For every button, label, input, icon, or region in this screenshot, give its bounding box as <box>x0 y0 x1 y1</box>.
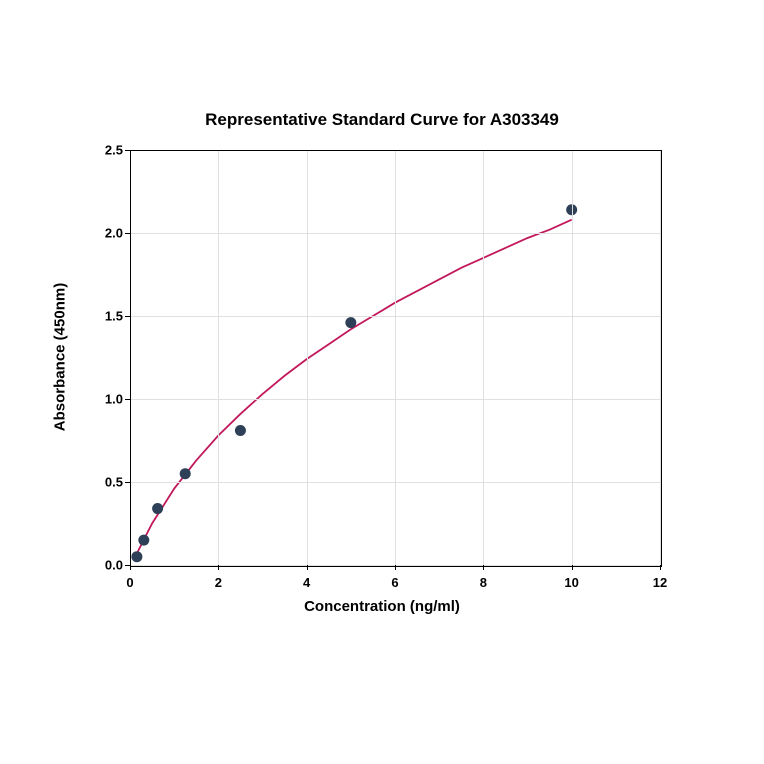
fitted-curve <box>137 220 572 554</box>
xtick-mark <box>483 565 484 570</box>
xtick-mark <box>572 565 573 570</box>
ytick-mark <box>125 482 130 483</box>
grid-line-horizontal <box>130 316 660 317</box>
xtick-label: 10 <box>564 575 578 590</box>
xtick-mark <box>130 565 131 570</box>
xtick-mark <box>395 565 396 570</box>
grid-line-vertical <box>130 150 131 565</box>
grid-line-vertical <box>307 150 308 565</box>
ytick-label: 1.5 <box>98 309 123 324</box>
data-point <box>131 551 142 562</box>
xtick-label: 4 <box>303 575 310 590</box>
ytick-mark <box>125 565 130 566</box>
data-point <box>345 317 356 328</box>
data-point <box>152 503 163 514</box>
chart-container: Representative Standard Curve for A30334… <box>0 0 764 764</box>
ytick-mark <box>125 150 130 151</box>
y-axis-label: Absorbance (450nm) <box>52 283 69 431</box>
xtick-label: 8 <box>480 575 487 590</box>
grid-line-vertical <box>218 150 219 565</box>
ytick-mark <box>125 233 130 234</box>
ytick-label: 1.0 <box>98 392 123 407</box>
data-point <box>138 535 149 546</box>
xtick-mark <box>307 565 308 570</box>
xtick-label: 0 <box>126 575 133 590</box>
data-point <box>180 468 191 479</box>
ytick-label: 0.5 <box>98 475 123 490</box>
grid-line-horizontal <box>130 150 660 151</box>
grid-line-vertical <box>395 150 396 565</box>
chart-title: Representative Standard Curve for A30334… <box>205 110 559 130</box>
grid-line-horizontal <box>130 482 660 483</box>
xtick-label: 6 <box>391 575 398 590</box>
ytick-mark <box>125 399 130 400</box>
ytick-label: 0.0 <box>98 558 123 573</box>
plot-area <box>130 150 660 565</box>
ytick-label: 2.5 <box>98 143 123 158</box>
grid-line-vertical <box>660 150 661 565</box>
xtick-mark <box>218 565 219 570</box>
xtick-label: 2 <box>215 575 222 590</box>
grid-line-horizontal <box>130 233 660 234</box>
xtick-mark <box>660 565 661 570</box>
ytick-mark <box>125 316 130 317</box>
x-axis-label: Concentration (ng/ml) <box>304 598 460 615</box>
grid-line-horizontal <box>130 399 660 400</box>
xtick-label: 12 <box>653 575 667 590</box>
grid-line-vertical <box>572 150 573 565</box>
data-point <box>235 425 246 436</box>
ytick-label: 2.0 <box>98 226 123 241</box>
grid-line-vertical <box>483 150 484 565</box>
